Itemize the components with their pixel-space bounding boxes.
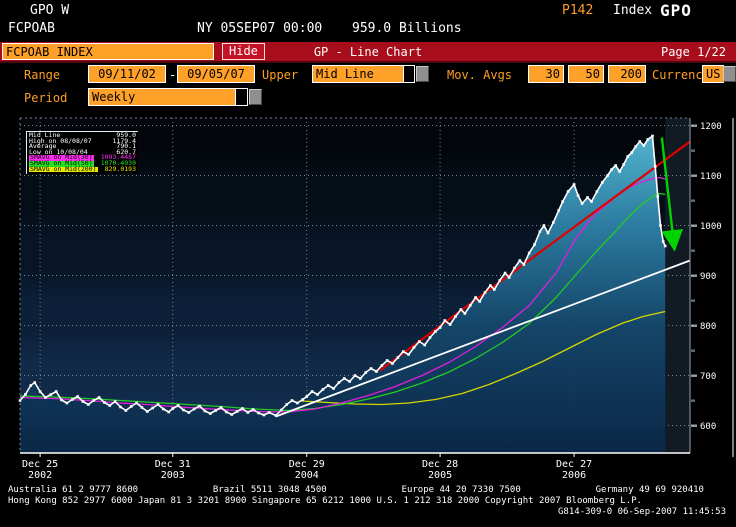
- legend-row: SMAVG on Mid(50) 1070.4930: [29, 158, 136, 167]
- upper-dropdown-notch: [404, 65, 415, 83]
- session-timestamp: NY 05SEP07 00:00: [197, 21, 323, 36]
- price-line: [19, 135, 666, 417]
- legend-row: Average 790.1: [29, 142, 136, 151]
- hide-button[interactable]: Hide: [222, 43, 265, 60]
- mov-avg-30-field[interactable]: 30: [528, 65, 564, 83]
- svg-text:900: 900: [700, 272, 716, 282]
- svg-text:1200: 1200: [700, 122, 722, 132]
- security-label: FCPOAB: [8, 21, 55, 36]
- security-value: 959.0 Billions: [352, 21, 462, 36]
- drop-arrow: [660, 137, 684, 252]
- footer: Australia 61 2 9777 8600 Brazil 5511 304…: [0, 483, 736, 527]
- y-axis: 600 700 800 900 1000 1100 1200: [691, 122, 722, 432]
- page-indicator: Page 1/22: [660, 45, 726, 59]
- no-data-band: [665, 118, 690, 453]
- period-controls-row: Period Weekly: [0, 88, 736, 112]
- footer-phone-brazil: Brazil 5511 3048 4500: [212, 485, 327, 495]
- legend-row: SMAVG on Mid(30) 1093.4487: [29, 153, 136, 162]
- sma-50-line: [19, 192, 666, 412]
- svg-text:2006: 2006: [562, 470, 586, 480]
- range-label: Range: [24, 68, 61, 82]
- range-end-field[interactable]: 09/05/07: [177, 65, 255, 83]
- price-area-fill: [20, 136, 666, 453]
- svg-text:2002: 2002: [28, 470, 52, 480]
- svg-text:800: 800: [700, 322, 716, 332]
- svg-text:Dec 27: Dec 27: [556, 459, 592, 470]
- currency-label: Currency: [652, 68, 710, 82]
- mov-avg-200-field[interactable]: 200: [608, 65, 646, 83]
- footer-phone-europe: Europe 44 20 7330 7500: [401, 485, 521, 495]
- legend-row: Mid Line 959.0: [29, 131, 136, 139]
- page-code: P142: [562, 3, 594, 18]
- svg-text:2004: 2004: [295, 470, 319, 480]
- legend-row: Low on 10/08/04 620.7: [29, 147, 136, 156]
- legend-row: High on 08/08/07 1179.4: [29, 136, 136, 145]
- regression-line: [379, 140, 691, 372]
- svg-text:2003: 2003: [161, 470, 185, 480]
- sma-200-line: [301, 310, 666, 406]
- period-dropdown[interactable]: Weekly: [88, 88, 236, 106]
- header: GPO W FCPOAB NY 05SEP07 00:00 959.0 Bill…: [0, 0, 736, 42]
- price-markers: [18, 134, 667, 417]
- svg-text:600: 600: [700, 422, 716, 432]
- svg-text:Dec 25: Dec 25: [22, 459, 58, 470]
- footer-phone-australia: Australia 61 2 9777 8600: [8, 485, 139, 495]
- chart-area: 600 700 800 900 1000 1100 1200 Dec 25 2002 Dec 31…: [0, 112, 736, 481]
- footer-terminal-id: G814-309-0 06-Sep-2007 11:45:53: [558, 507, 726, 517]
- svg-text:1100: 1100: [700, 172, 722, 182]
- asset-class-label: Index: [613, 3, 653, 18]
- svg-text:1000: 1000: [700, 222, 722, 232]
- chart-title: GP - Line Chart: [313, 45, 423, 59]
- security-input[interactable]: [2, 43, 214, 60]
- range-start-field[interactable]: 09/11/02: [88, 65, 166, 83]
- upper-label: Upper: [262, 68, 299, 82]
- svg-text:Dec 29: Dec 29: [289, 459, 325, 470]
- chart-legend: Mid Line 959.0 High on 08/08/07 1179.4 Avera…: [26, 131, 138, 175]
- ticker-label: GPO W: [30, 3, 70, 18]
- range-controls-row: Range 09/11/02 - 09/05/07 Upper Mid Line…: [0, 65, 736, 87]
- mov-avgs-label: Mov. Avgs: [447, 68, 513, 82]
- legend-row: SMAVG on Mid(200) 829.0193: [29, 164, 136, 173]
- svg-text:Dec 28: Dec 28: [422, 459, 458, 470]
- period-label: Period: [24, 91, 68, 105]
- upper-dropdown-button[interactable]: [416, 66, 429, 82]
- footer-phone-germany: Germany 49 69 920410: [595, 485, 704, 495]
- svg-text:Dec 31: Dec 31: [155, 459, 191, 470]
- svg-text:700: 700: [700, 372, 716, 382]
- range-separator: -: [169, 68, 177, 82]
- svg-text:2005: 2005: [428, 470, 452, 480]
- upper-dropdown[interactable]: Mid Line: [312, 65, 404, 83]
- function-code: GPO: [660, 1, 692, 20]
- command-bar: Hide GP - Line Chart Page 1/22: [0, 42, 736, 63]
- channel-line: [275, 259, 691, 418]
- mov-avg-50-field[interactable]: 50: [568, 65, 604, 83]
- period-dropdown-button[interactable]: [249, 89, 262, 105]
- footer-phone-line-1: Australia 61 2 9777 8600 Brazil 5511 304…: [8, 485, 704, 495]
- currency-dropdown-button[interactable]: [723, 66, 736, 82]
- period-dropdown-notch: [236, 88, 248, 106]
- footer-phone-line-2: Hong Kong 852 2977 6000 Japan 81 3 3201 …: [8, 496, 642, 506]
- currency-dropdown[interactable]: US: [702, 65, 724, 83]
